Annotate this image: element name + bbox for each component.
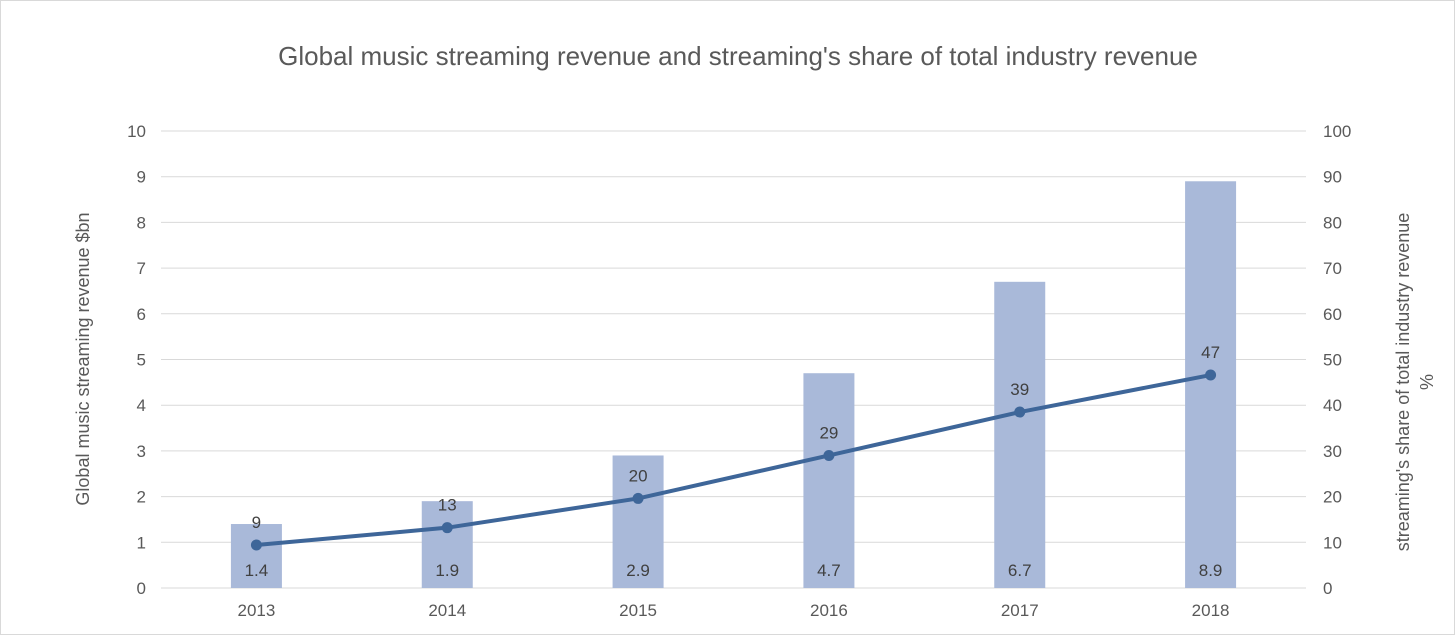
line-data-label: 47: [1201, 343, 1220, 362]
left-tick-label: 3: [137, 442, 146, 461]
bar: [994, 281, 1046, 588]
gridlines: [161, 130, 1306, 589]
right-tick-label: 60: [1323, 305, 1342, 324]
right-tick-label: 30: [1323, 442, 1342, 461]
line-series: 9 13 20 29 39 47: [250, 343, 1220, 551]
bar: [612, 455, 664, 588]
left-tick-label: 7: [137, 259, 146, 278]
bar-data-label: 1.9: [435, 561, 459, 580]
bar-data-label: 2.9: [626, 561, 650, 580]
line-data-label: 39: [1010, 380, 1029, 399]
line-data-label: 9: [252, 513, 261, 532]
left-tick-label: 2: [137, 488, 146, 507]
right-tick-label: 40: [1323, 396, 1342, 415]
left-tick-label: 8: [137, 213, 146, 232]
left-tick-label: 0: [137, 579, 146, 598]
left-axis-title: Global music streaming revenue $bn: [73, 212, 93, 505]
line-data-label: 29: [819, 423, 838, 442]
line-data-label: 13: [438, 496, 457, 515]
bar-data-label: 4.7: [817, 561, 841, 580]
x-tick-label: 2014: [428, 601, 466, 620]
left-tick-label: 4: [137, 396, 146, 415]
right-tick-label: 70: [1323, 259, 1342, 278]
line-point: [250, 539, 262, 551]
right-tick-label: 10: [1323, 533, 1342, 552]
chart-title: Global music streaming revenue and strea…: [278, 41, 1198, 71]
right-tick-label: 90: [1323, 168, 1342, 187]
right-axis-ticks: 0 10 20 30 40 50 60 70 80 90 100: [1323, 122, 1351, 598]
line-point: [1014, 406, 1026, 418]
x-tick-label: 2013: [238, 601, 276, 620]
right-axis-title-line2: %: [1417, 374, 1437, 390]
x-tick-label: 2015: [619, 601, 657, 620]
right-tick-label: 100: [1323, 122, 1351, 141]
bar: [803, 373, 855, 588]
left-axis-ticks: 0 1 2 3 4 5 6 7 8 9 10: [127, 122, 146, 598]
line-point: [823, 449, 835, 461]
bar: [1185, 181, 1237, 588]
bar: [421, 501, 473, 588]
x-tick-label: 2018: [1192, 601, 1230, 620]
line-point: [1205, 369, 1217, 381]
right-tick-label: 80: [1323, 213, 1342, 232]
right-tick-label: 20: [1323, 488, 1342, 507]
bar-series: 1.4 1.9 2.9 4.7 6.7 8.9: [230, 181, 1237, 588]
line-path: [256, 373, 1211, 548]
right-tick-label: 50: [1323, 351, 1342, 370]
x-tick-label: 2017: [1001, 601, 1039, 620]
x-axis-ticks: 2013 2014 2015 2016 2017 2018: [238, 601, 1230, 620]
line-point: [441, 522, 453, 534]
x-tick-label: 2016: [810, 601, 848, 620]
left-tick-label: 10: [127, 122, 146, 141]
bar-data-label: 6.7: [1008, 561, 1032, 580]
bar: [230, 524, 282, 588]
left-tick-label: 9: [137, 168, 146, 187]
left-tick-label: 1: [137, 533, 146, 552]
line-point: [632, 492, 644, 504]
left-tick-label: 6: [137, 305, 146, 324]
left-tick-label: 5: [137, 351, 146, 370]
line-data-label: 20: [629, 466, 648, 485]
bar-data-label: 1.4: [245, 561, 269, 580]
right-tick-label: 0: [1323, 579, 1332, 598]
bar-data-label: 8.9: [1199, 561, 1223, 580]
right-axis-title-line1: streaming's share of total industry reve…: [1393, 213, 1413, 552]
